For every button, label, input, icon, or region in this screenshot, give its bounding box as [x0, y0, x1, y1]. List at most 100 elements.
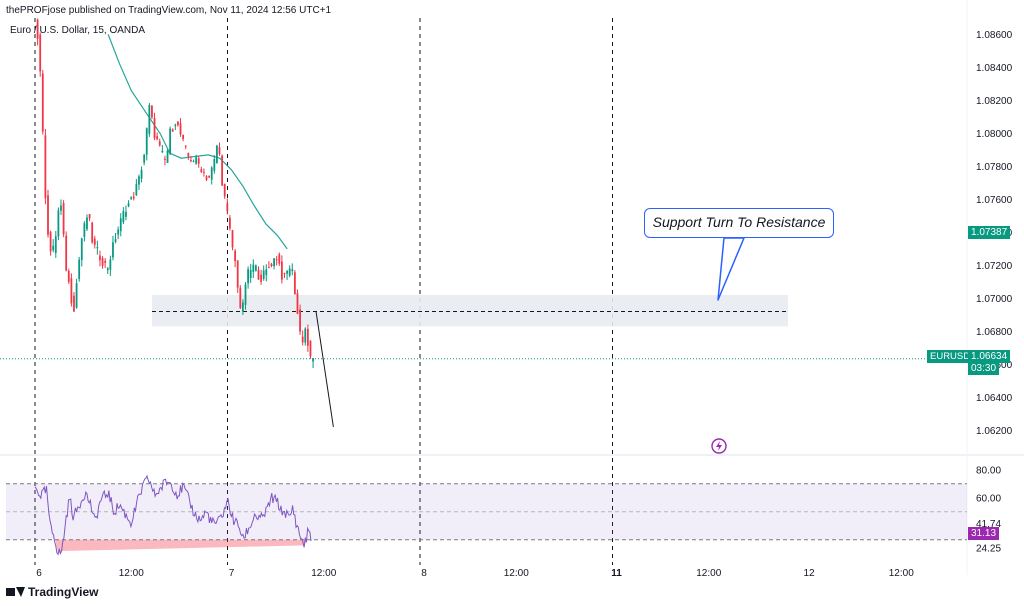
- candle-body: [156, 136, 159, 140]
- candle: [234, 248, 237, 268]
- candle: [247, 266, 249, 289]
- grid: [0, 0, 1024, 575]
- symbol-title[interactable]: Euro / U.S. Dollar, 15, OANDA: [10, 25, 146, 36]
- lightning-icon-bolt: [716, 441, 722, 451]
- candle: [130, 196, 133, 200]
- candle-body: [226, 203, 229, 212]
- ema-price-badge: 1.07387: [968, 226, 1011, 239]
- candle: [174, 123, 177, 131]
- candle: [62, 200, 65, 238]
- price-tick-label: 1.08200: [976, 96, 1013, 107]
- candle: [184, 145, 187, 150]
- candle: [187, 152, 190, 160]
- rsi-value-badge: 31.13: [968, 527, 1000, 540]
- candle-body: [205, 176, 208, 180]
- candle-body: [195, 157, 198, 164]
- candle: [270, 262, 273, 268]
- ema-line: [107, 34, 288, 250]
- candle-body: [236, 260, 239, 288]
- candle-body: [247, 269, 249, 284]
- price-tick-label: 1.06400: [976, 393, 1013, 404]
- candle: [153, 112, 156, 141]
- candle: [192, 159, 195, 163]
- candle-body: [47, 195, 49, 235]
- candle: [293, 269, 296, 295]
- candle-body: [99, 255, 101, 261]
- candle: [109, 255, 112, 276]
- candle: [57, 207, 60, 241]
- ema-layer: [107, 34, 288, 250]
- annotation-callout[interactable]: Support Turn To Resistance: [644, 208, 834, 238]
- candle: [229, 214, 231, 231]
- price-tick-label: 1.07800: [976, 162, 1013, 173]
- candle: [195, 154, 198, 165]
- candle-body: [267, 267, 270, 269]
- brand-footer[interactable]: TradingView: [6, 585, 98, 599]
- candle-body: [143, 154, 146, 163]
- candle-body: [249, 269, 252, 278]
- candle: [267, 261, 270, 269]
- candle-body: [254, 265, 257, 271]
- candle-body: [117, 229, 120, 235]
- candle-body: [296, 293, 299, 314]
- rsi-tick-label: 80.00: [976, 465, 1001, 476]
- candle: [122, 207, 125, 225]
- candle-body: [132, 196, 135, 199]
- candle-body: [104, 260, 107, 263]
- candle-body: [161, 150, 164, 153]
- candle: [244, 282, 247, 310]
- candle-body: [75, 283, 78, 308]
- candle: [197, 156, 200, 168]
- candle-body: [288, 268, 291, 276]
- candle-body: [257, 269, 260, 280]
- candle: [164, 155, 166, 166]
- candle-body: [291, 269, 294, 271]
- candle-body: [265, 269, 268, 276]
- candle: [127, 200, 130, 208]
- countdown-badge: 03:30: [968, 362, 1000, 375]
- callout-pointer: [717, 237, 745, 301]
- candle: [166, 149, 169, 163]
- candle: [260, 269, 262, 285]
- candle: [208, 175, 211, 178]
- candle-body: [164, 158, 166, 160]
- candle: [80, 237, 83, 267]
- candle: [262, 265, 265, 281]
- candle-body: [54, 236, 57, 253]
- candle: [145, 127, 148, 161]
- candle: [78, 256, 81, 282]
- candle-body: [192, 161, 195, 163]
- candle-body: [158, 141, 161, 146]
- candle: [203, 168, 205, 177]
- candle: [299, 304, 301, 335]
- rsi-oversold-fill: [55, 539, 308, 554]
- candle-body: [166, 150, 169, 163]
- candle-body: [153, 118, 156, 139]
- candle: [286, 269, 288, 280]
- candle: [138, 174, 140, 190]
- time-tick-label: 12:00: [119, 568, 144, 579]
- lightning-icon: [711, 438, 727, 454]
- rsi-layer: [6, 474, 967, 556]
- candle-body: [286, 271, 288, 274]
- candle-body: [62, 202, 65, 235]
- candle: [67, 268, 70, 285]
- candle-body: [242, 302, 244, 312]
- candle-body: [106, 268, 109, 271]
- time-tick-label: 12:00: [311, 568, 336, 579]
- candle-body: [88, 214, 91, 219]
- candle: [221, 154, 224, 187]
- candle: [39, 32, 42, 77]
- candle: [280, 255, 283, 284]
- candle-body: [229, 217, 231, 229]
- candle-body: [218, 147, 221, 155]
- candle: [216, 144, 218, 164]
- candle-body: [93, 238, 96, 245]
- price-tick-label: 1.08400: [976, 63, 1013, 74]
- candle-body: [184, 145, 187, 147]
- candle: [44, 128, 47, 205]
- candle: [182, 134, 185, 142]
- rsi-tick-label: 41.74: [976, 519, 1001, 530]
- candle-body: [112, 242, 114, 258]
